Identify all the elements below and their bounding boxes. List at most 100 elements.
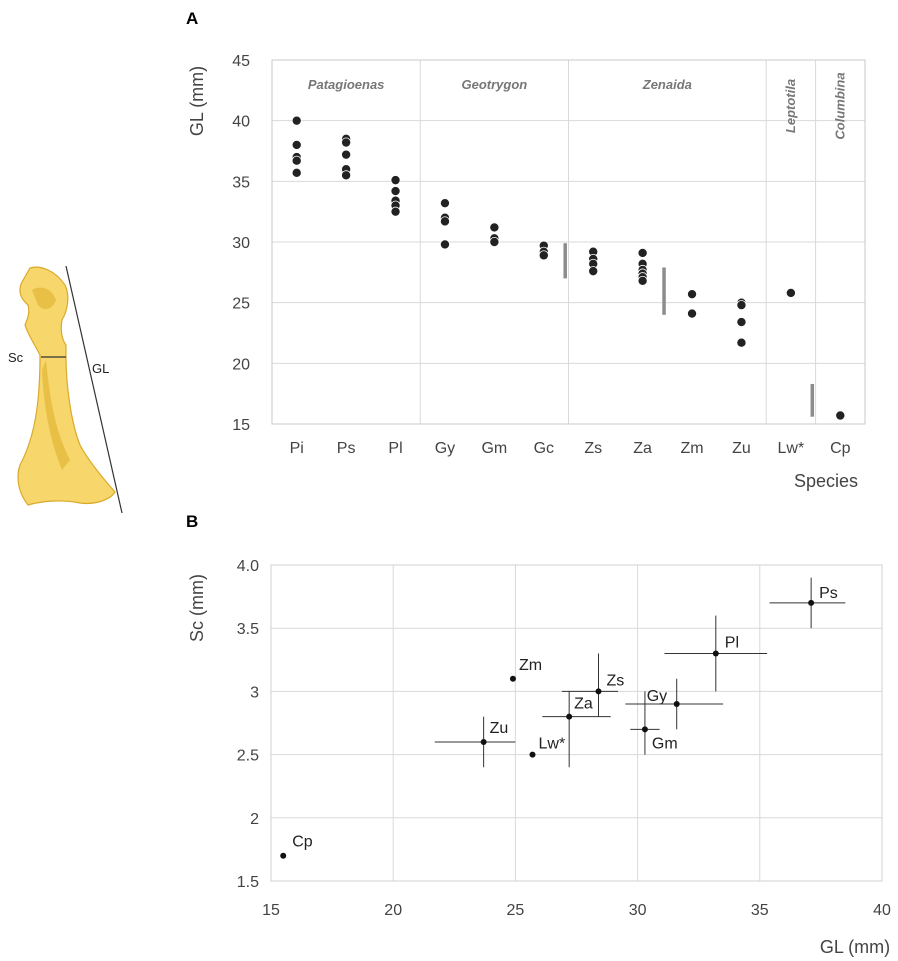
panel-a-data-point bbox=[736, 317, 747, 328]
panel-a-data-point bbox=[291, 115, 302, 126]
panel-a-x-axis-label: Species bbox=[794, 471, 858, 491]
panel-b-data-point bbox=[673, 701, 680, 708]
panel-a-x-tick-label: Lw* bbox=[778, 440, 805, 457]
chart-panel-a: A 15 20 25 30 35 40 45 Pi Ps Pl Gy Gm Gc Zs Za Zm Zu Lw*… bbox=[186, 9, 866, 491]
panel-b-data-point bbox=[641, 726, 648, 733]
panel-b-y-tick-label: 1.5 bbox=[237, 874, 259, 891]
panel-a-y-tick-label: 35 bbox=[232, 174, 250, 191]
panel-b-data-point bbox=[566, 713, 573, 720]
panel-a-data-point bbox=[687, 308, 698, 319]
panel-a-x-ticks: Pi Ps Pl Gy Gm Gc Zs Za Zm Zu Lw* Cp bbox=[290, 440, 851, 457]
panel-a-data-point bbox=[291, 167, 302, 178]
gl-label: GL bbox=[92, 361, 109, 376]
panel-a-genus-separators bbox=[419, 60, 817, 424]
panel-b-data-point bbox=[808, 599, 815, 606]
panel-b-data-point bbox=[529, 751, 536, 758]
panel-b-y-tick-label: 3.5 bbox=[237, 621, 259, 638]
panel-a-range-bars bbox=[563, 243, 815, 417]
panel-b-point-label: Ps bbox=[819, 585, 838, 602]
panel-b-y-tick-label: 4.0 bbox=[237, 558, 259, 575]
panel-b-x-tick-label: 40 bbox=[873, 902, 891, 919]
panel-b-x-tick-label: 15 bbox=[262, 902, 280, 919]
panel-b-points bbox=[280, 599, 815, 859]
panel-a-data-point bbox=[736, 337, 747, 348]
panel-b-point-label: Gm bbox=[652, 735, 678, 752]
panel-a-y-tick-label: 25 bbox=[232, 296, 250, 313]
panel-a-data-point bbox=[341, 170, 352, 181]
panel-b-data-point bbox=[509, 675, 516, 682]
panel-a-genus-label: Columbina bbox=[832, 72, 847, 139]
panel-b-y-axis-label: Sc (mm) bbox=[187, 574, 207, 642]
panel-b-point-label: Gy bbox=[647, 688, 667, 705]
panel-a-x-tick-label: Pl bbox=[388, 440, 402, 457]
panel-a-genus-label: Geotrygon bbox=[462, 77, 528, 92]
panel-a-data-point bbox=[291, 155, 302, 166]
panel-b-data-point bbox=[595, 688, 602, 695]
panel-a-data-point bbox=[439, 216, 450, 227]
panel-a-x-tick-label: Zu bbox=[732, 440, 751, 457]
panel-a-y-axis-label: GL (mm) bbox=[187, 66, 207, 136]
panel-b-x-tick-label: 35 bbox=[751, 902, 769, 919]
bone-illustration: Sc GL bbox=[8, 265, 123, 514]
panel-b-point-label: Za bbox=[574, 696, 593, 713]
panel-a-genus-label: Zenaida bbox=[642, 77, 692, 92]
panel-a-x-tick-label: Cp bbox=[830, 440, 851, 457]
panel-a-data-point bbox=[489, 222, 500, 233]
panel-b-point-labels: Ps Pl Gy Gm Zs Za Zm Zu Lw* Cp bbox=[292, 585, 838, 851]
panel-a-data-point bbox=[341, 137, 352, 148]
panel-a-x-tick-label: Zs bbox=[584, 440, 602, 457]
panel-a-data-point bbox=[439, 198, 450, 209]
panel-a-label: A bbox=[186, 9, 198, 28]
panel-a-genus-label: Leptotila bbox=[783, 79, 798, 133]
panel-b-x-tick-label: 30 bbox=[629, 902, 647, 919]
panel-a-x-tick-label: Gc bbox=[534, 440, 554, 457]
panel-a-data-point bbox=[341, 149, 352, 160]
panel-b-point-label: Zu bbox=[490, 720, 509, 737]
panel-b-x-ticks: 15 20 25 30 35 40 bbox=[262, 902, 891, 919]
panel-b-y-ticks: 1.5 2 2.5 3 3.5 4.0 bbox=[237, 558, 259, 891]
gl-measure-line bbox=[65, 265, 123, 514]
panel-a-data-point bbox=[390, 206, 401, 217]
panel-a-y-tick-label: 40 bbox=[232, 114, 250, 131]
panel-a-x-tick-label: Gy bbox=[435, 440, 455, 457]
panel-a-data-point bbox=[736, 300, 747, 311]
panel-a-data-point bbox=[439, 239, 450, 250]
sc-label: Sc bbox=[8, 350, 24, 365]
panel-a-data-point bbox=[538, 250, 549, 261]
panel-a-x-tick-label: Za bbox=[633, 440, 652, 457]
panel-a-genus-label: Patagioenas bbox=[308, 77, 385, 92]
panel-a-data-point bbox=[637, 247, 648, 258]
panel-a-data-point bbox=[637, 275, 648, 286]
panel-b-x-axis-label: GL (mm) bbox=[820, 937, 890, 957]
panel-b-label: B bbox=[186, 512, 198, 531]
panel-a-y-tick-label: 20 bbox=[232, 356, 250, 373]
panel-a-data-point bbox=[687, 289, 698, 300]
panel-b-point-label: Lw* bbox=[539, 736, 566, 753]
panel-a-points bbox=[291, 115, 846, 421]
panel-a-y-ticks: 15 20 25 30 35 40 45 bbox=[232, 53, 250, 434]
panel-a-y-tick-label: 30 bbox=[232, 235, 250, 252]
panel-a-data-point bbox=[835, 410, 846, 421]
panel-b-x-tick-label: 25 bbox=[507, 902, 525, 919]
panel-a-genus-labels: Patagioenas Geotrygon Zenaida Leptotila Colu… bbox=[308, 72, 847, 139]
panel-b-data-point bbox=[280, 852, 287, 859]
panel-b-y-tick-label: 2 bbox=[250, 811, 259, 828]
panel-a-y-tick-label: 45 bbox=[232, 53, 250, 70]
panel-a-plot-frame bbox=[271, 59, 866, 425]
panel-a-data-point bbox=[785, 287, 796, 298]
panel-b-point-label: Zm bbox=[519, 657, 542, 674]
panel-b-data-point bbox=[712, 650, 719, 657]
bone-shape bbox=[17, 266, 116, 506]
panel-a-data-point bbox=[489, 236, 500, 247]
panel-b-gridlines bbox=[270, 564, 883, 882]
panel-a-data-point bbox=[588, 266, 599, 277]
panel-b-error-bars bbox=[434, 577, 846, 768]
bone-shading bbox=[32, 287, 70, 470]
panel-a-x-tick-label: Zm bbox=[680, 440, 703, 457]
panel-b-x-tick-label: 20 bbox=[384, 902, 402, 919]
panel-a-x-tick-label: Pi bbox=[290, 440, 304, 457]
panel-b-point-label: Cp bbox=[292, 834, 313, 851]
chart-panel-b: B 1.5 2 2.5 3 3.5 4.0 15 20 25 30 35 40 Ps Pl Gy Gm Zs… bbox=[186, 512, 891, 957]
panel-b-point-label: Zs bbox=[606, 672, 624, 689]
